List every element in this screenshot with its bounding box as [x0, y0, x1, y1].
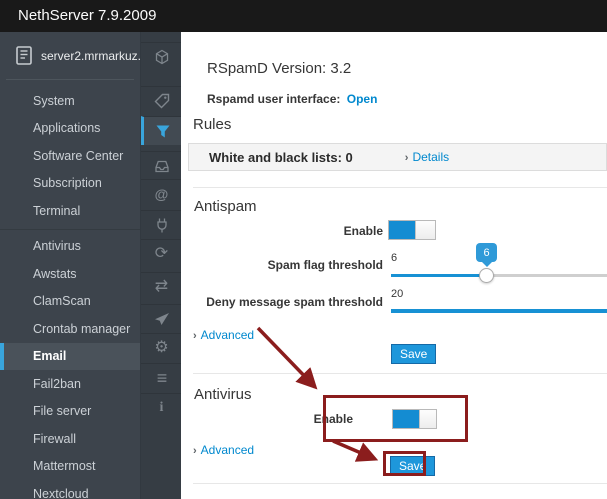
rspamd-ui-line: Rspamd user interface: Open: [207, 92, 377, 106]
spam-flag-threshold-value: 6: [391, 252, 398, 264]
inbox-icon[interactable]: [141, 151, 182, 180]
sidebar-item-crontab-manager[interactable]: Crontab manager: [33, 321, 131, 336]
deny-threshold-label: Deny message spam threshold: [206, 295, 383, 309]
rules-heading: Rules: [193, 116, 232, 133]
slider-tooltip: 6: [476, 243, 497, 267]
filter-icon[interactable]: [141, 116, 182, 145]
annotation-arrow-to-save: [332, 439, 379, 462]
sidebar-item-file-server[interactable]: File server: [33, 404, 92, 419]
list-icon[interactable]: ≡: [141, 363, 182, 392]
antispam-save-button[interactable]: Save: [391, 344, 437, 364]
app-title: NethServer 7.9.2009: [18, 7, 157, 24]
antivirus-save-button[interactable]: Save: [390, 456, 436, 476]
sidebar-nav: System Applications Software Center Subs…: [0, 87, 140, 499]
sidebar-item-system[interactable]: System: [33, 93, 75, 108]
sidebar-item-firewall[interactable]: Firewall: [33, 431, 77, 446]
antivirus-advanced-link[interactable]: › Advanced: [193, 443, 255, 457]
rule-name: White and black lists: 0: [209, 149, 353, 165]
rspamd-ui-open-link[interactable]: Open: [346, 92, 378, 106]
sidebar-item-fail2ban[interactable]: Fail2ban: [33, 376, 81, 391]
antivirus-enable-label: Enable: [313, 412, 353, 426]
spam-flag-threshold-slider[interactable]: [391, 274, 607, 277]
server-icon: [16, 46, 32, 65]
section-divider: [193, 187, 607, 188]
rspamd-version-heading: RSpamD Version: 3.2: [207, 60, 352, 77]
antispam-heading: Antispam: [194, 198, 257, 215]
sidebar-item-email[interactable]: Email: [0, 342, 140, 370]
info-icon[interactable]: i: [141, 393, 182, 422]
rspamd-settings-page: RSpamD Version: 3.2 Rspamd user interfac…: [181, 32, 607, 499]
antispam-enable-label: Enable: [343, 224, 383, 238]
refresh-icon[interactable]: ⟳: [141, 239, 182, 268]
section-divider: [193, 483, 607, 484]
sidebar-item-nextcloud[interactable]: Nextcloud: [33, 486, 89, 499]
chevron-right-icon: ›: [193, 330, 197, 342]
sidebar-item-clamscan[interactable]: ClamScan: [33, 294, 91, 309]
antispam-enable-toggle[interactable]: [388, 220, 436, 240]
server-name: server2.mrmarkuz....: [41, 48, 140, 63]
antispam-advanced-link[interactable]: › Advanced: [193, 328, 255, 342]
email-section-iconbar: @ ⟳ ⇄ ⚙ ≡ i: [140, 32, 182, 499]
sidebar: server2.mrmarkuz.... System Applications…: [0, 32, 140, 499]
deny-threshold-value: 20: [391, 288, 404, 300]
chevron-right-icon: ›: [404, 152, 409, 164]
sidebar-item-software-center[interactable]: Software Center: [33, 148, 124, 163]
section-divider: [193, 373, 607, 374]
antivirus-heading: Antivirus: [194, 386, 252, 403]
sidebar-section-divider: [0, 228, 140, 230]
server-selector[interactable]: server2.mrmarkuz....: [0, 32, 140, 79]
deny-threshold-slider[interactable]: [391, 309, 607, 313]
antivirus-enable-toggle[interactable]: [392, 409, 437, 429]
tag-icon[interactable]: [141, 86, 182, 115]
sidebar-item-subscription[interactable]: Subscription: [33, 176, 102, 191]
sidebar-item-applications[interactable]: Applications: [33, 121, 101, 136]
spam-flag-threshold-label: Spam flag threshold: [267, 258, 383, 272]
sidebar-item-mattermost[interactable]: Mattermost: [33, 459, 96, 474]
send-icon[interactable]: [141, 304, 182, 333]
sidebar-item-antivirus[interactable]: Antivirus: [33, 239, 81, 254]
spam-flag-slider-handle[interactable]: [479, 268, 494, 283]
rules-white-black-lists-row: White and black lists: 0 › Details: [188, 143, 607, 171]
sidebar-item-terminal[interactable]: Terminal: [33, 203, 81, 218]
gear-icon[interactable]: ⚙: [141, 333, 182, 362]
sidebar-divider: [6, 79, 134, 80]
at-icon[interactable]: @: [141, 179, 182, 208]
rule-details-link[interactable]: › Details: [404, 150, 450, 164]
chevron-right-icon: ›: [193, 445, 197, 457]
annotation-arrow-to-enable: [256, 326, 318, 390]
exchange-icon[interactable]: ⇄: [141, 272, 182, 301]
rspamd-ui-label: Rspamd user interface:: [207, 92, 341, 106]
plug-icon[interactable]: [141, 210, 182, 239]
top-bar: NethServer 7.9.2009: [0, 0, 607, 32]
sidebar-item-awstats[interactable]: Awstats: [33, 266, 77, 281]
package-icon[interactable]: [141, 42, 182, 71]
